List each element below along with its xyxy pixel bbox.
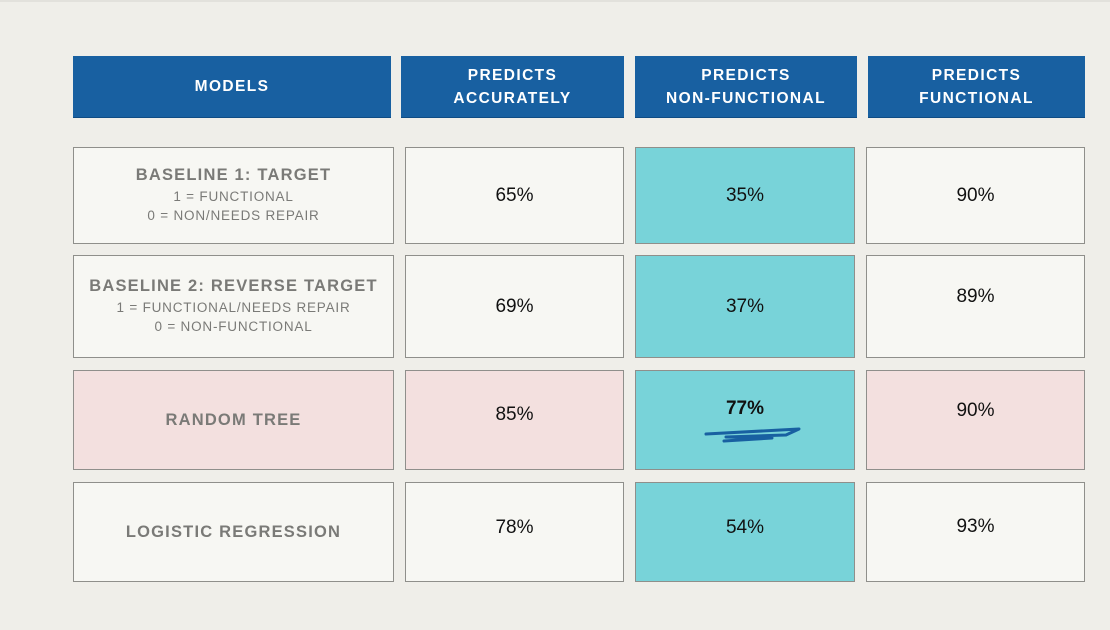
value: 65% xyxy=(495,184,534,206)
model-name: BASELINE 2: REVERSE TARGET xyxy=(89,277,378,295)
row-baseline1-accurately: 65% xyxy=(405,147,624,244)
header-accurately-label: PREDICTS ACCURATELY xyxy=(453,66,572,107)
value: 69% xyxy=(495,295,534,317)
header-non-functional-label: PREDICTS NON-FUNCTIONAL xyxy=(666,66,826,107)
header-models: MODELS xyxy=(73,56,391,117)
row-baseline2-non-functional: 37% xyxy=(635,255,855,358)
value: 90% xyxy=(956,184,995,206)
row-baseline1-functional: 90% xyxy=(866,147,1085,244)
row-random-tree-accurately: 85% xyxy=(405,370,624,470)
row-random-tree-functional: 90% xyxy=(866,370,1085,470)
row-baseline2-functional: 89% xyxy=(866,255,1085,358)
underline-mark-icon xyxy=(704,427,801,443)
row-logistic-accurately: 78% xyxy=(405,482,624,582)
value: 37% xyxy=(725,295,765,317)
model-name: BASELINE 1: TARGET xyxy=(135,166,332,184)
row-baseline2-model: BASELINE 2: REVERSE TARGET 1 = FUNCTIONA… xyxy=(73,255,394,358)
top-divider xyxy=(0,0,1110,2)
row-logistic-non-functional: 54% xyxy=(635,482,855,582)
row-logistic-functional: 93% xyxy=(866,482,1085,582)
row-baseline1-non-functional: 35% xyxy=(635,147,855,244)
row-baseline1-model: BASELINE 1: TARGET 1 = FUNCTIONAL 0 = NO… xyxy=(73,147,394,244)
header-models-label: MODELS xyxy=(194,78,270,95)
value: 78% xyxy=(495,517,534,538)
value: 35% xyxy=(725,184,765,206)
row-baseline2-accurately: 69% xyxy=(405,255,624,358)
row-random-tree-model: RANDOM TREE xyxy=(73,370,394,470)
header-accurately: PREDICTS ACCURATELY xyxy=(401,56,624,117)
value: 89% xyxy=(956,286,995,307)
model-name: LOGISTIC REGRESSION xyxy=(125,522,342,541)
value: 77% xyxy=(725,398,765,419)
row-logistic-model: LOGISTIC REGRESSION xyxy=(73,482,394,582)
row-random-tree-non-functional: 77% xyxy=(635,370,855,470)
model-detail: 0 = NON-FUNCTIONAL xyxy=(154,319,313,334)
value: 54% xyxy=(725,517,765,538)
model-detail: 0 = NON/NEEDS REPAIR xyxy=(147,208,320,223)
model-detail: 1 = FUNCTIONAL/NEEDS REPAIR xyxy=(116,300,351,315)
header-functional: PREDICTS FUNCTIONAL xyxy=(868,56,1085,117)
model-name: RANDOM TREE xyxy=(165,410,302,429)
value: 90% xyxy=(956,400,995,421)
header-functional-label: PREDICTS FUNCTIONAL xyxy=(919,66,1034,107)
header-non-functional: PREDICTS NON-FUNCTIONAL xyxy=(635,56,857,117)
value: 93% xyxy=(956,516,995,537)
value: 85% xyxy=(495,404,534,425)
model-detail: 1 = FUNCTIONAL xyxy=(173,189,294,204)
